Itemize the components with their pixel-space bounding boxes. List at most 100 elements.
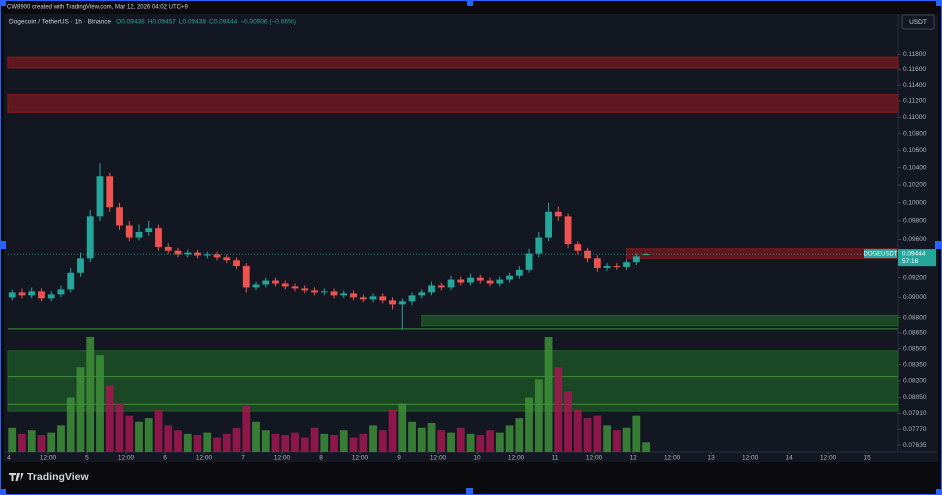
volume-bar <box>593 415 602 452</box>
zone <box>7 350 899 412</box>
candle-body <box>203 254 211 256</box>
handle[interactable] <box>467 0 473 6</box>
y-tick-label: 0.10200 <box>903 182 927 189</box>
candle-body <box>262 280 270 285</box>
volume-bar <box>27 430 36 452</box>
x-tick-label: 14 <box>785 455 793 462</box>
y-tick-label: 0.08800 <box>903 314 927 321</box>
volume-bar <box>57 425 65 452</box>
plot: 0.11800 0.11600 0.11400 0.11200 0.11000 0.108… <box>7 51 936 462</box>
legend-low: L0.09438 <box>179 19 206 26</box>
candle-body <box>447 279 455 288</box>
x-tick-label: 12:00 <box>820 455 837 462</box>
volume-bar <box>622 427 631 452</box>
candle-body <box>603 265 611 268</box>
price-box <box>898 249 936 267</box>
candle-body <box>623 262 630 267</box>
candle-body <box>174 250 182 255</box>
volume-bar <box>310 427 319 452</box>
candle-body <box>564 216 572 245</box>
candle-body <box>164 246 172 251</box>
brand-logo <box>9 473 24 481</box>
candle-body <box>77 258 84 273</box>
x-tick-label: 4 <box>7 455 11 462</box>
volume-bar <box>271 433 280 452</box>
volume-bar <box>447 432 455 452</box>
volume-bar <box>203 432 212 452</box>
x-tick-label: 12:00 <box>274 455 291 462</box>
x-tick-label: 11 <box>552 455 559 462</box>
candle-body <box>96 176 104 217</box>
handle[interactable] <box>0 0 6 6</box>
candle-body <box>47 294 55 299</box>
y-tick-label: 0.08050 <box>903 394 927 401</box>
volume-bar <box>164 425 173 452</box>
y-tick-label: 0.10000 <box>903 199 927 206</box>
y-tick-label: 0.08500 <box>903 345 927 352</box>
handle[interactable] <box>936 489 942 495</box>
candle-body <box>320 291 328 293</box>
volume-bar <box>37 435 46 452</box>
candle-body <box>457 279 465 283</box>
volume-bar <box>76 367 85 452</box>
handle[interactable] <box>935 241 942 249</box>
x-tick-label: 12:00 <box>196 455 213 462</box>
candle-body <box>86 216 94 259</box>
currency-box[interactable] <box>901 14 935 30</box>
candle-body <box>632 256 640 263</box>
x-tick-label: 12:00 <box>352 455 369 462</box>
volume-bar <box>135 421 143 452</box>
volume-bar <box>8 427 17 452</box>
legend-change: −0.00006 (−0.06%) <box>240 19 296 26</box>
candle-body <box>301 288 309 291</box>
candle-body <box>496 279 504 284</box>
candle-body <box>67 272 75 290</box>
volume-bar <box>281 435 290 452</box>
volume-bar <box>564 391 572 452</box>
volume-bar <box>359 433 368 452</box>
x-tick-label: 6 <box>163 455 167 462</box>
candle-body <box>155 228 162 247</box>
handle[interactable] <box>0 489 6 495</box>
candle-body <box>369 296 377 300</box>
candle-body <box>213 254 221 258</box>
zone <box>421 314 899 327</box>
y-tick-label: 0.11800 <box>903 51 926 58</box>
x-tick-label: 8 <box>319 455 323 462</box>
y-tick-label: 0.08200 <box>903 378 927 385</box>
x-tick-label: 12:00 <box>508 455 525 462</box>
credit: CW8900 created with TradingView.com, Mar… <box>7 5 188 11</box>
x-tick-label: 12:00 <box>118 455 135 462</box>
candle-body <box>281 283 289 287</box>
volume-bar <box>456 427 465 452</box>
x-tick-label: 15 <box>864 455 872 462</box>
candle-body <box>476 277 484 281</box>
handle[interactable] <box>936 0 942 6</box>
volume-bar <box>193 435 202 452</box>
handle[interactable] <box>466 488 473 495</box>
candle-body <box>437 285 445 288</box>
volume-bar <box>252 421 260 452</box>
x-tick-label: 7 <box>241 455 245 462</box>
volume-bar <box>603 425 611 452</box>
volume-bar <box>213 437 221 452</box>
candle-body <box>535 237 543 254</box>
volume-bar <box>320 433 329 452</box>
handle[interactable] <box>0 241 6 249</box>
legend: Dogecoin / TetherUS · 1h · Binance O0.09… <box>9 19 296 26</box>
y-tick-label: 0.09000 <box>903 294 927 301</box>
candle-body <box>486 280 494 284</box>
volume-bar <box>417 427 426 452</box>
volume-bar <box>291 432 299 452</box>
candle-body <box>57 289 65 295</box>
candle-body <box>515 269 523 276</box>
y-tick-label: 0.10400 <box>903 164 927 171</box>
y-tick-label: 0.09600 <box>903 236 927 243</box>
volume-bar <box>183 433 192 452</box>
y-tick-label: 0.07635 <box>903 442 927 449</box>
candle-body <box>467 277 474 283</box>
zone <box>625 248 899 259</box>
volume-bar <box>476 435 485 452</box>
volume-bar <box>232 427 241 452</box>
